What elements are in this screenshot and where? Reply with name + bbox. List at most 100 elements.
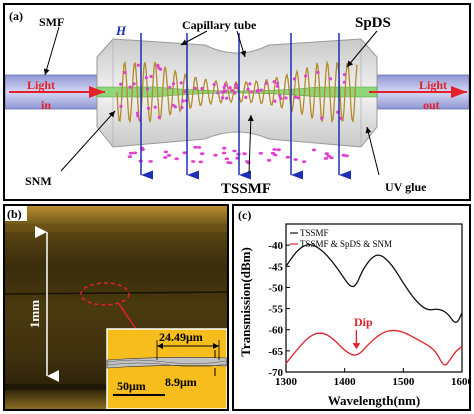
zoom-region-ellipse: [80, 282, 130, 306]
nanoparticle: [183, 90, 187, 94]
nanoparticle: [259, 88, 263, 92]
nanoparticle: [191, 160, 196, 163]
nanoparticle: [132, 151, 138, 155]
nanoparticle: [163, 156, 168, 159]
nanoparticle: [224, 157, 229, 161]
y-tick-label: -65: [268, 346, 283, 358]
nanoparticle: [156, 63, 160, 67]
nanoparticle: [326, 154, 331, 158]
nanoparticle: [266, 158, 272, 162]
nanoparticle: [200, 86, 204, 91]
nanoparticle: [193, 86, 197, 90]
fiber-image-line: [5, 291, 227, 295]
nanoparticle: [228, 86, 232, 90]
y-tick-label: -45: [268, 261, 283, 273]
nanoparticle: [216, 91, 220, 95]
nanoparticle: [132, 82, 136, 86]
nanoparticle: [119, 82, 123, 86]
nanoparticle: [179, 81, 183, 85]
nanoparticle: [246, 161, 251, 165]
nanoparticle: [157, 115, 161, 119]
spds-spring: [116, 59, 358, 124]
nanoparticle: [145, 87, 150, 91]
nanoparticle: [276, 81, 280, 85]
nanoparticle: [136, 114, 140, 118]
light-in-label-2: in: [41, 98, 51, 112]
light-out-label-1: Light: [419, 78, 447, 92]
panel-b-tag: (b): [7, 207, 22, 221]
nanoparticle: [168, 85, 172, 89]
inset-height-label: 8.9μm: [165, 375, 197, 389]
nanoparticle: [272, 80, 276, 84]
nanoparticle: [222, 85, 226, 90]
panel-c-tag: (c): [238, 208, 251, 222]
inset-scalebar-label: 50μm: [117, 379, 146, 393]
nanoparticle: [222, 146, 227, 150]
light-out-label-2: out: [423, 98, 440, 112]
nanoparticle: [292, 77, 296, 81]
y-tick-label: -70: [268, 367, 283, 379]
nanoparticle: [136, 63, 140, 67]
nanoparticle: [278, 94, 282, 98]
legend: TSSMF TSSMF & SpDS & SNM: [290, 228, 392, 249]
y-tick-label: -55: [268, 304, 283, 316]
nanoparticle: [171, 103, 175, 107]
magnetic-field-arrows: [140, 33, 351, 180]
nanoparticle: [225, 96, 229, 100]
nanoparticle: [220, 90, 224, 94]
nanoparticle: [258, 151, 263, 155]
nanoparticle: [157, 66, 161, 70]
nanoparticle: [128, 85, 132, 89]
spds-label: SpDS: [355, 15, 391, 31]
y-tick-label: -60: [268, 325, 283, 337]
nanoparticle: [221, 151, 227, 155]
nanoparticle: [213, 153, 218, 157]
nanoparticle: [235, 86, 239, 90]
nanoparticle: [127, 155, 132, 159]
nanoparticle: [223, 83, 227, 87]
inset-width-label: 24.49μm: [159, 330, 203, 344]
x-tick-label: 1400: [334, 376, 357, 388]
nanoparticle: [144, 76, 148, 80]
nanoparticle: [296, 96, 300, 100]
nanoparticle: [174, 157, 179, 161]
nanoparticle: [128, 151, 134, 155]
nanoparticle: [123, 71, 127, 75]
inset-zoom: [106, 328, 227, 409]
legend-label-tssmf: TSSMF: [300, 228, 329, 238]
nanoparticle: [180, 105, 184, 110]
nanoparticle: [149, 74, 153, 79]
nanoparticle: [285, 155, 291, 159]
nanoparticle: [279, 96, 283, 101]
plot-frame: [285, 223, 463, 373]
nanoparticle: [246, 87, 250, 91]
x-tick-label: 1600: [451, 376, 469, 388]
dip-annotation: Dip: [354, 315, 373, 329]
series-line-tssmf: [285, 243, 463, 323]
nanoparticle: [244, 95, 248, 99]
micrograph-canvas: 1mm 24.49μm 8.9μm 50μm (b): [5, 206, 227, 409]
tssmf-label: TSSMF: [221, 181, 271, 197]
nanoparticle: [316, 70, 320, 75]
y-axis-label: Transmission(dBm): [238, 247, 253, 357]
nanoparticle: [166, 154, 172, 157]
nanoparticle: [301, 160, 307, 164]
nanoparticle: [153, 105, 157, 109]
nanoparticle: [171, 82, 175, 86]
nanoparticle: [273, 99, 277, 103]
nanoparticle: [270, 151, 276, 155]
nanoparticle: [256, 89, 260, 93]
nanoparticle: [193, 145, 198, 149]
nanoparticle: [293, 95, 297, 99]
y-tick-label: -50: [268, 282, 283, 294]
nanoparticle: [342, 73, 347, 77]
nanoparticle: [221, 96, 225, 100]
x-tick-label: 1500: [392, 376, 415, 388]
nanoparticle: [272, 148, 277, 151]
uv-glue-label: UV glue: [385, 180, 427, 194]
nanoparticle: [198, 160, 203, 164]
nanoparticle: [342, 80, 346, 84]
smf-label: SMF: [39, 15, 64, 29]
nanoparticle: [249, 90, 253, 94]
nanoparticle: [119, 104, 123, 108]
